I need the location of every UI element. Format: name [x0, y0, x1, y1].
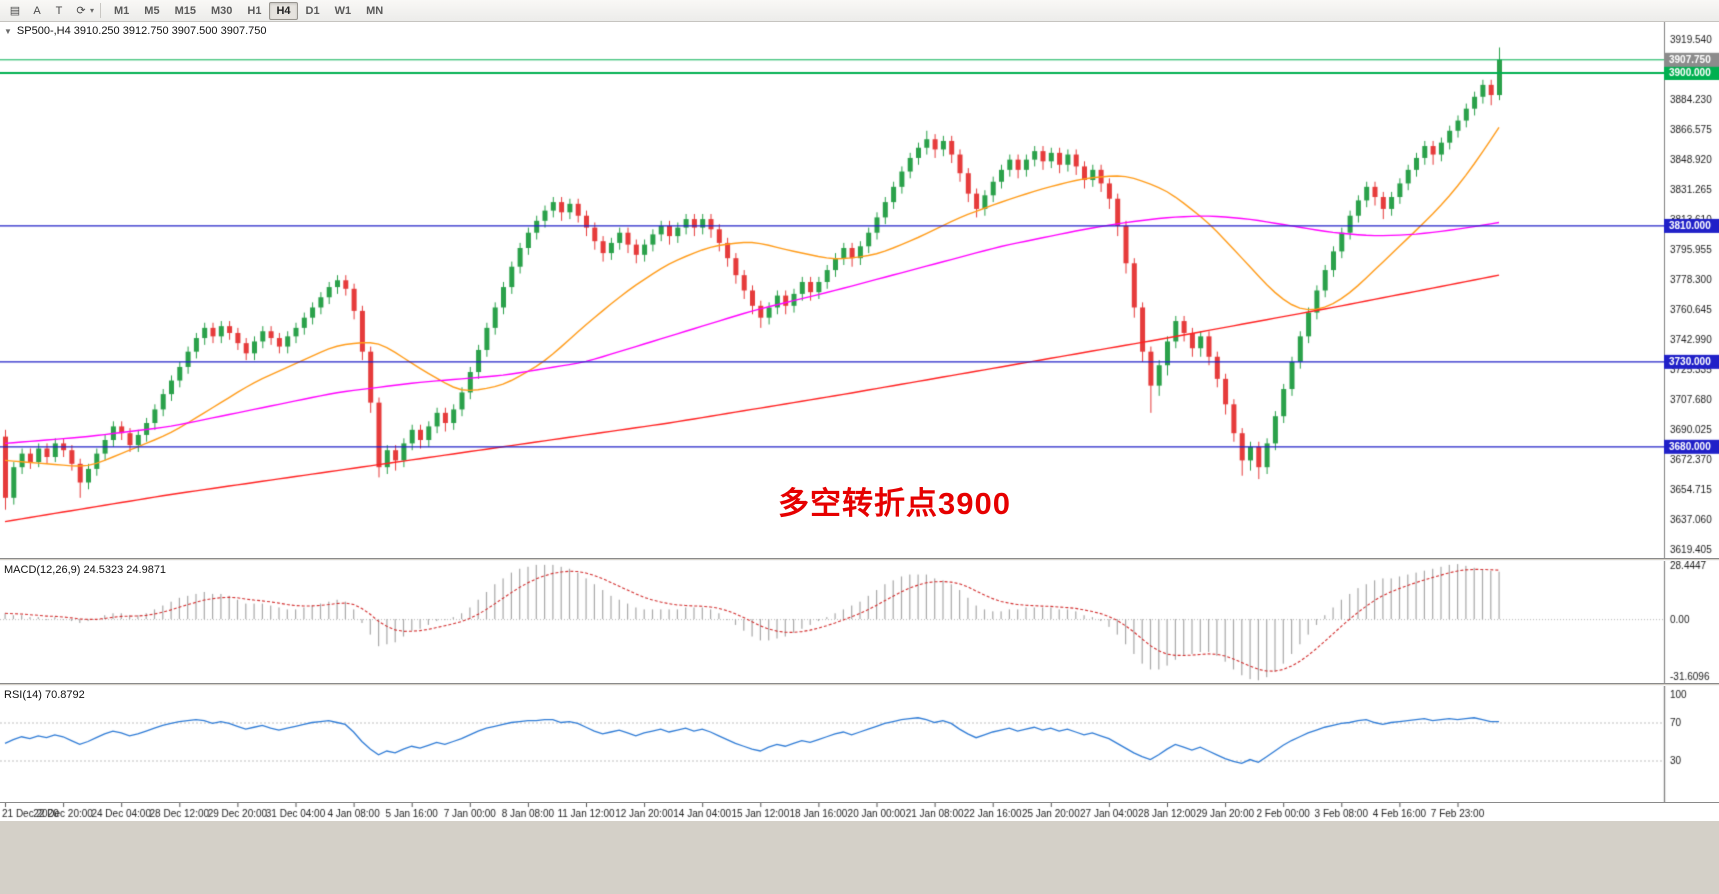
timeframe-button-m15[interactable]: M15	[174, 4, 196, 17]
cycle-styles-button[interactable]: ⟳	[76, 5, 86, 17]
timeframe-button-m1[interactable]: M1	[114, 4, 130, 17]
main-chart-pane[interactable]: ▼ SP500-,H4 3910.250 3912.750 3907.500 3…	[0, 22, 1719, 558]
timeframe-button-h4[interactable]: H4	[269, 1, 298, 20]
macd-pane[interactable]: MACD(12,26,9) 24.5323 24.9871	[0, 561, 1719, 683]
template-button[interactable]: T	[55, 4, 63, 17]
timeframe-button-h1[interactable]: H1	[247, 4, 262, 17]
window-bottom-strip	[0, 821, 1719, 892]
rsi-pane[interactable]: RSI(14) 70.8792	[0, 686, 1719, 802]
pane-separator[interactable]	[0, 558, 1719, 561]
timeframe-button-m30[interactable]: M30	[210, 4, 233, 17]
toolbar-timeframes: M1 M5 M15 M30 H1 H4 D1 W1 MN	[107, 1, 390, 20]
timeframe-button-m5[interactable]: M5	[144, 4, 160, 17]
timeframe-button-w1[interactable]: W1	[334, 4, 352, 17]
toolbar-divider	[100, 3, 102, 18]
annotation-text: 多空转折点3900	[778, 486, 1011, 521]
toolbar-icons: ▤ A T ⟳	[4, 1, 92, 21]
rsi-canvas[interactable]	[0, 686, 1719, 802]
toolbar: ▤ A T ⟳ ▾ M1 M5 M15 M30 H1 H4 D1 W1 MN	[0, 0, 1719, 22]
pane-separator[interactable]	[0, 683, 1719, 686]
macd-canvas[interactable]	[0, 561, 1719, 683]
text-annotation-button[interactable]: A	[33, 4, 41, 17]
main-chart-canvas[interactable]	[0, 22, 1719, 558]
time-axis[interactable]	[0, 802, 1719, 821]
dropdown-caret-icon[interactable]: ▾	[90, 6, 95, 15]
chart-bars-icon[interactable]: ▤	[9, 5, 21, 17]
timeframe-button-d1[interactable]: D1	[305, 4, 320, 17]
timeframe-button-mn[interactable]: MN	[366, 4, 384, 17]
